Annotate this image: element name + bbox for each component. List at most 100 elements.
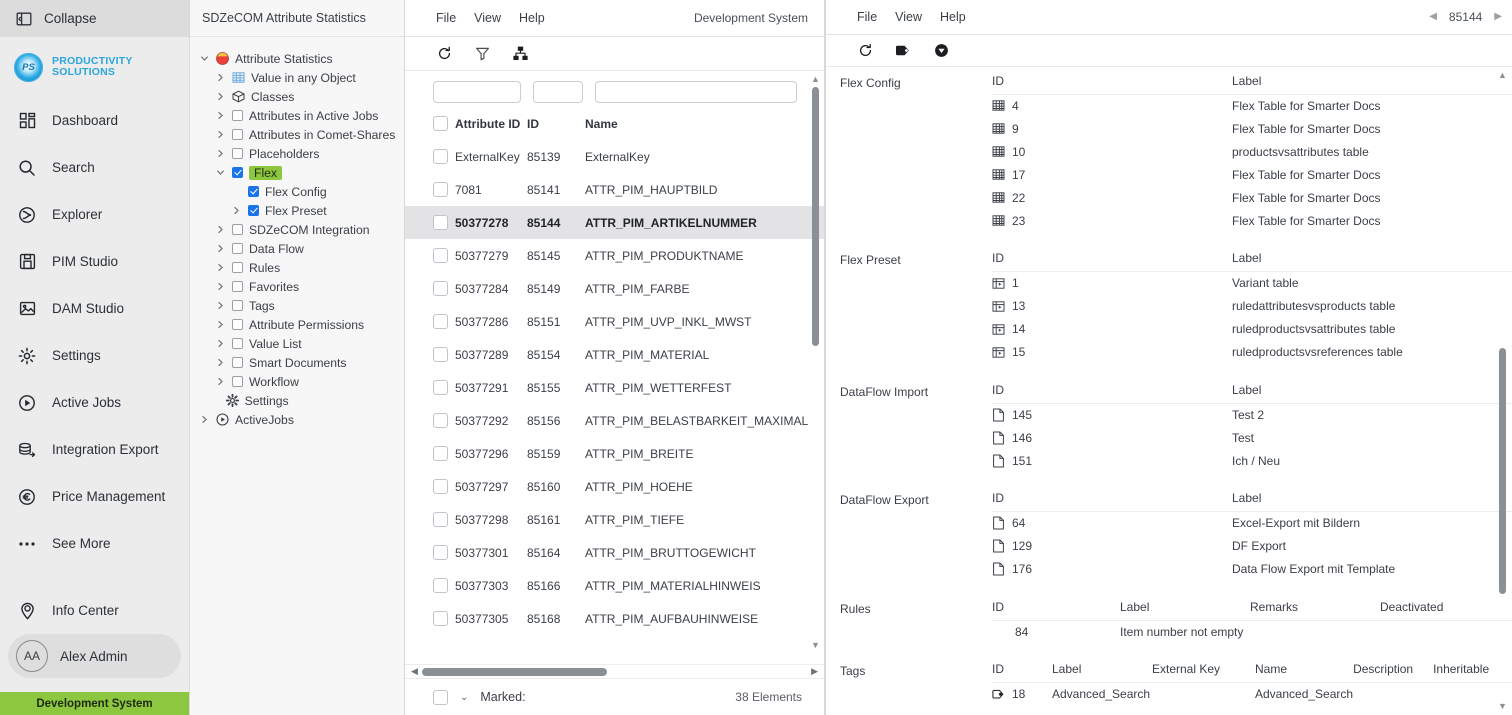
scroll-track[interactable] <box>812 87 819 638</box>
detail-row[interactable]: 15 ruledproductsvsreferences table <box>992 341 1512 364</box>
chevron-right-icon[interactable] <box>214 129 226 141</box>
detail-column-header[interactable]: Name <box>1255 655 1354 684</box>
detail-column-header[interactable]: Label <box>1120 592 1250 621</box>
tree-node[interactable]: Data Flow <box>190 239 404 258</box>
sidebar-item-integration-export[interactable]: Integration Export <box>0 426 189 473</box>
sidebar-item-active-jobs[interactable]: Active Jobs <box>0 379 189 426</box>
tree-node[interactable]: Attribute Statistics <box>190 49 404 68</box>
row-checkbox[interactable] <box>433 314 448 330</box>
sidebar-item-price-management[interactable]: Price Management <box>0 473 189 520</box>
chevron-right-icon[interactable] <box>214 319 226 331</box>
tree-node[interactable]: Flex <box>190 163 404 182</box>
detail-column-header[interactable]: Inheritable <box>1433 655 1512 684</box>
menu-help[interactable]: Help <box>519 11 545 25</box>
select-all-checkbox[interactable] <box>433 116 448 132</box>
filter-id-input[interactable] <box>533 81 583 103</box>
table-row[interactable]: 50377279 85145 ATTR_PIM_PRODUKTNAME <box>405 239 824 272</box>
tree-node-checkbox[interactable] <box>232 300 243 311</box>
row-checkbox[interactable] <box>433 347 448 363</box>
chevron-right-icon[interactable] <box>214 110 226 122</box>
chevron-right-icon[interactable] <box>198 414 210 426</box>
detail-row[interactable]: 145 Test 2 <box>992 403 1512 426</box>
table-row[interactable]: ExternalKey 85139 ExternalKey <box>405 140 824 173</box>
sidebar-item-search[interactable]: Search <box>0 144 189 191</box>
tree-node-checkbox[interactable] <box>232 243 243 254</box>
row-checkbox[interactable] <box>433 380 448 396</box>
table-row[interactable]: 50377305 85168 ATTR_PIM_AUFBAUHINWEISE <box>405 602 824 635</box>
detail-column-header[interactable]: ID <box>992 244 1232 273</box>
table-row[interactable]: 50377298 85161 ATTR_PIM_TIEFE <box>405 503 824 536</box>
detail-column-header[interactable]: Label <box>1232 66 1512 95</box>
pager-prev-icon[interactable]: ◀ <box>1429 11 1437 23</box>
tree-node[interactable]: Smart Documents <box>190 353 404 372</box>
tree-node-checkbox[interactable] <box>232 338 243 349</box>
tree-node[interactable]: Rules <box>190 258 404 277</box>
middle-horizontal-scrollbar[interactable]: ◀ ▶ <box>405 664 824 678</box>
tree-node-checkbox[interactable] <box>232 262 243 273</box>
detail-row[interactable]: 14 ruledproductsvsattributes table <box>992 318 1512 341</box>
table-row[interactable]: 7081 85141 ATTR_PIM_HAUPTBILD <box>405 173 824 206</box>
table-row[interactable]: 50377289 85154 ATTR_PIM_MATERIAL <box>405 338 824 371</box>
chevron-down-icon[interactable]: ⌄ <box>460 691 469 703</box>
tree-node[interactable]: Attributes in Active Jobs <box>190 106 404 125</box>
chevron-right-icon[interactable] <box>214 91 226 103</box>
detail-column-header[interactable]: Label <box>1052 655 1152 684</box>
table-row[interactable]: 50377278 85144 ATTR_PIM_ARTIKELNUMMER <box>405 206 824 240</box>
row-checkbox[interactable] <box>433 479 448 495</box>
table-row[interactable]: 50377286 85151 ATTR_PIM_UVP_INKL_MWST <box>405 305 824 338</box>
tree-node[interactable]: Value in any Object <box>190 68 404 87</box>
tree-node-checkbox[interactable] <box>232 357 243 368</box>
chevron-right-icon[interactable] <box>214 262 226 274</box>
tree-node[interactable]: Favorites <box>190 277 404 296</box>
chevron-down-icon[interactable] <box>214 167 226 179</box>
filter-shield-icon[interactable] <box>932 41 950 59</box>
table-row[interactable]: 50377292 85156 ATTR_PIM_BELASTBARKEIT_MAXI… <box>405 404 824 437</box>
menu-file[interactable]: File <box>436 11 457 25</box>
refresh-icon[interactable] <box>435 45 453 63</box>
tree-node-checkbox[interactable] <box>232 376 243 387</box>
chevron-right-icon[interactable] <box>214 148 226 160</box>
tree-node-checkbox[interactable] <box>232 110 243 121</box>
detail-column-header[interactable]: ID <box>992 375 1232 404</box>
column-header-attribute-id[interactable]: Attribute ID <box>455 116 521 131</box>
chevron-right-icon[interactable] <box>214 72 226 84</box>
chevron-right-icon[interactable] <box>214 281 226 293</box>
filter-attribute-id-input[interactable] <box>433 81 521 103</box>
middle-vertical-scrollbar[interactable]: ▲ ▼ <box>809 75 822 650</box>
scroll-thumb[interactable] <box>1499 347 1506 595</box>
chevron-right-icon[interactable] <box>214 376 226 388</box>
scroll-down-arrow[interactable]: ▼ <box>811 640 820 650</box>
tree-node-checkbox[interactable] <box>248 205 259 216</box>
tree-node-checkbox[interactable] <box>232 281 243 292</box>
scroll-up-arrow[interactable]: ▲ <box>1498 69 1507 80</box>
chevron-right-icon[interactable] <box>214 357 226 369</box>
sidebar-item-see-more[interactable]: See More <box>0 520 189 567</box>
menu-file[interactable]: File <box>857 9 878 24</box>
user-profile-button[interactable]: AA Alex Admin <box>8 634 181 678</box>
detail-row[interactable]: 129 DF Export <box>992 535 1512 558</box>
chevron-right-icon[interactable] <box>214 300 226 312</box>
pager-next-icon[interactable]: ▶ <box>1494 11 1502 23</box>
hscroll-track[interactable] <box>421 667 807 676</box>
table-row[interactable]: 50377284 85149 ATTR_PIM_FARBE <box>405 272 824 305</box>
table-row[interactable]: 50377303 85166 ATTR_PIM_MATERIALHINWEIS <box>405 569 824 602</box>
row-checkbox[interactable] <box>433 248 448 264</box>
chevron-right-icon[interactable] <box>230 205 242 217</box>
sidebar-collapse-button[interactable]: Collapse <box>0 0 189 37</box>
detail-row[interactable]: 64 Excel-Export mit Bildern <box>992 512 1512 535</box>
tree-node[interactable]: Flex Preset <box>190 201 404 220</box>
detail-column-header[interactable]: ID <box>992 66 1232 95</box>
table-row[interactable]: 50377301 85164 ATTR_PIM_BRUTTOGEWICHT <box>405 536 824 569</box>
detail-column-header[interactable]: External Key <box>1152 655 1255 684</box>
table-row[interactable]: 50377296 85159 ATTR_PIM_BREITE <box>405 437 824 470</box>
detail-row[interactable]: 13 ruledattributesvsproducts table <box>992 295 1512 318</box>
sidebar-item-dashboard[interactable]: Dashboard <box>0 97 189 144</box>
tree-node[interactable]: Tags <box>190 296 404 315</box>
tree-node[interactable]: ActiveJobs <box>190 410 404 429</box>
tree-node[interactable]: Attribute Permissions <box>190 315 404 334</box>
hierarchy-icon[interactable] <box>511 45 529 63</box>
menu-view[interactable]: View <box>895 9 923 24</box>
tree-node[interactable]: Attributes in Comet-Shares <box>190 125 404 144</box>
detail-row[interactable]: 18 Advanced_Search Advanced_Search <box>992 683 1512 706</box>
row-checkbox[interactable] <box>433 413 448 429</box>
